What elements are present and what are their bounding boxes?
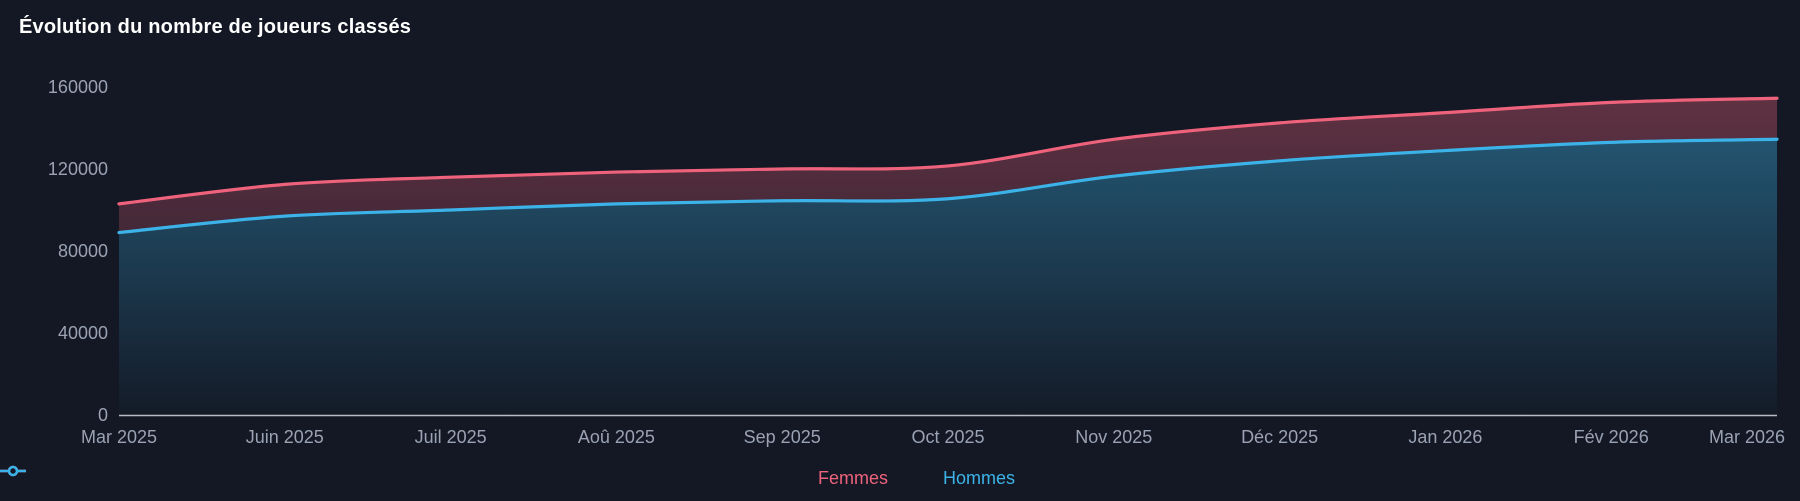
hommes-line-marker-icon: [0, 465, 936, 484]
x-tick-label: Mar 2025: [81, 427, 157, 447]
x-tick-label: Juil 2025: [415, 427, 487, 447]
x-tick-label: Mar 2026: [1709, 427, 1785, 447]
legend-item-hommes[interactable]: Hommes: [0, 465, 1016, 488]
y-tick-label: 80000: [58, 241, 108, 261]
hommes-line[interactable]: [117, 137, 1779, 235]
x-tick-label: Jan 2026: [1408, 427, 1482, 447]
femmes-line-marker-icon: [0, 465, 811, 484]
femmes-line[interactable]: [117, 96, 1779, 206]
y-tick-label: 0: [98, 405, 108, 425]
x-tick-label: Juin 2025: [246, 427, 324, 447]
y-tick-label: 120000: [48, 159, 108, 179]
legend-label-hommes: Hommes: [943, 468, 1016, 488]
femmes-area: [119, 98, 1777, 233]
legend-item-femmes[interactable]: Femmes: [0, 465, 888, 488]
y-tick-label: 160000: [48, 77, 108, 97]
x-tick-label: Aoû 2025: [578, 427, 655, 447]
x-tick-label: Sep 2025: [744, 427, 821, 447]
legend: Femmes Hommes: [0, 465, 1800, 491]
x-tick-label: Oct 2025: [911, 427, 984, 447]
y-tick-label: 40000: [58, 323, 108, 343]
chart-title: Évolution du nombre de joueurs classés: [19, 16, 412, 38]
x-tick-label: Nov 2025: [1075, 427, 1152, 447]
legend-label-femmes: Femmes: [817, 468, 888, 488]
x-tick-label: Déc 2025: [1241, 427, 1318, 447]
x-tick-label: Fév 2026: [1574, 427, 1649, 447]
